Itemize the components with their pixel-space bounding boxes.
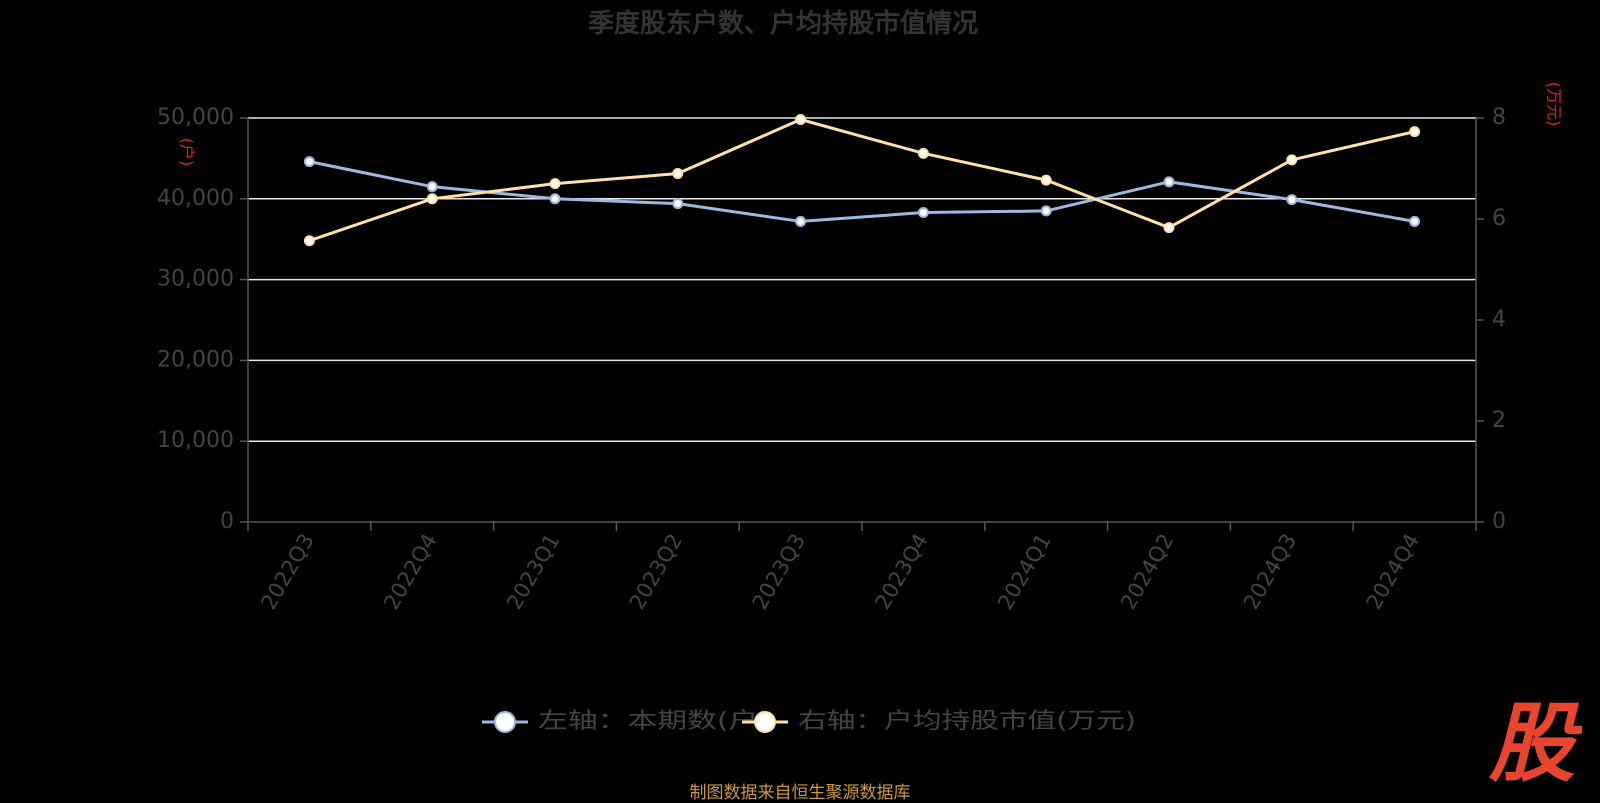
series-1-point-2022Q3 [303, 235, 315, 247]
legend-item-1[interactable]: 右轴：户均持股市值(万元) [742, 709, 1136, 734]
y-left-tick-label-1: 10,000 [157, 428, 234, 453]
chart-title: 季度股东户数、户均持股市值情况 [588, 8, 978, 39]
x-tick-label-2024Q1: 2024Q1 [993, 530, 1055, 614]
source-note: 制图数据来自恒生聚源数据库 [689, 783, 911, 803]
y-left-tick-label-5: 50,000 [157, 105, 234, 130]
x-tick-label-2022Q4: 2022Q4 [379, 530, 441, 614]
legend-marker-0 [494, 711, 516, 733]
y-left-tick-label-2: 20,000 [157, 347, 234, 372]
x-tick-label-2023Q3: 2023Q3 [748, 530, 810, 614]
y-left-tick-label-0: 0 [220, 509, 234, 534]
legend-item-0[interactable]: 左轴：本期数(户) [482, 709, 770, 734]
x-tick-label-2022Q3: 2022Q3 [256, 530, 318, 614]
watermark-logo: 股 [1488, 695, 1582, 785]
series-layer [303, 114, 1421, 247]
series-0-point-2023Q3 [795, 215, 807, 227]
series-1-point-2024Q1 [1040, 174, 1052, 186]
series-0-point-2022Q3 [303, 156, 315, 168]
y-left-tick-label-4: 40,000 [157, 186, 234, 211]
series-0-point-2023Q2 [672, 198, 684, 210]
series-0-point-2022Q4 [426, 181, 438, 193]
y-right-tick-label-3: 6 [1492, 206, 1506, 231]
series-0-point-2024Q2 [1163, 176, 1175, 188]
series-0-point-2024Q3 [1286, 194, 1298, 206]
x-tick-label-2024Q4: 2024Q4 [1362, 530, 1424, 614]
x-tick-label-2024Q2: 2024Q2 [1116, 530, 1178, 614]
series-1-point-2024Q4 [1409, 126, 1421, 138]
series-1-point-2023Q1 [549, 178, 561, 190]
series-1-point-2023Q3 [795, 114, 807, 126]
y-right-unit-label: (万元) [1545, 82, 1564, 127]
x-tick-label-2023Q4: 2023Q4 [870, 530, 932, 614]
series-1-point-2022Q4 [426, 193, 438, 205]
axis-layer: 2022Q3 2022Q4 2023Q1 2023Q2 2023Q3 2023Q4 2024… [157, 82, 1563, 614]
grid-layer [248, 117, 1476, 442]
y-right-tick-label-2: 4 [1492, 307, 1506, 332]
legend-label-1: 右轴：户均持股市值(万元) [798, 709, 1136, 734]
series-0-point-2023Q4 [917, 207, 929, 219]
y-right-tick-label-0: 0 [1492, 509, 1506, 534]
series-1-point-2024Q3 [1286, 154, 1298, 166]
x-tick-label-2023Q1: 2023Q1 [502, 530, 564, 614]
series-1-point-2024Q2 [1163, 222, 1175, 234]
legend[interactable]: 左轴：本期数(户) 右轴：户均持股市值(万元) [482, 709, 1136, 734]
series-0-point-2024Q1 [1040, 205, 1052, 217]
series-0-point-2023Q1 [549, 193, 561, 205]
series-1-point-2023Q4 [917, 147, 929, 159]
x-tick-label-2023Q2: 2023Q2 [625, 530, 687, 614]
y-left-unit-label: (户) [178, 138, 197, 167]
y-right-tick-label-1: 2 [1492, 408, 1506, 433]
svg-text:股: 股 [1488, 695, 1582, 785]
legend-label-0: 左轴：本期数(户) [538, 709, 770, 734]
legend-marker-1 [754, 711, 776, 733]
series-1-point-2023Q2 [672, 168, 684, 180]
series-line-1 [308, 117, 1415, 243]
x-tick-label-2024Q3: 2024Q3 [1239, 530, 1301, 614]
y-right-tick-label-4: 8 [1492, 105, 1506, 130]
series-line-0 [309, 160, 1415, 223]
series-0-point-2024Q4 [1409, 215, 1421, 227]
y-left-tick-label-3: 30,000 [157, 267, 234, 292]
